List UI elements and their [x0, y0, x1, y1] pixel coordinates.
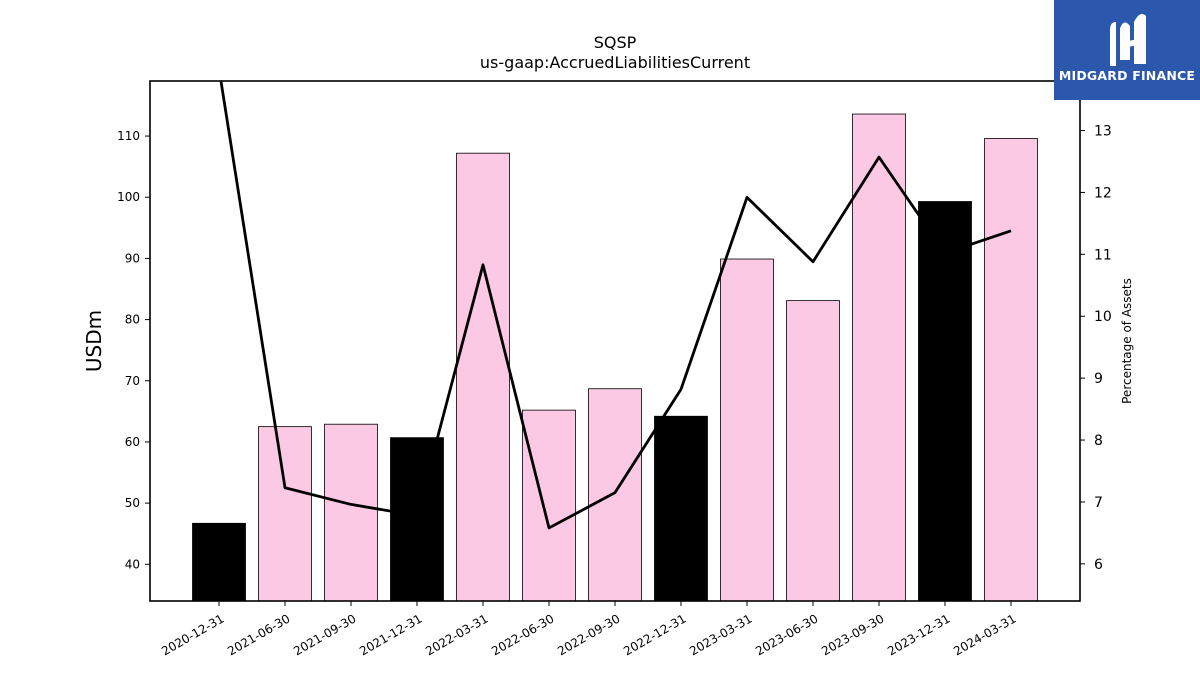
y2-tick-label-9: 9: [1094, 371, 1103, 387]
y2-tick-label-12: 12: [1094, 185, 1112, 201]
bar-2023-06-30: [786, 300, 840, 602]
bar-2021-12-31: [390, 437, 444, 602]
bar-2024-03-31: [984, 138, 1038, 602]
x-tick-label-2022-12-31: 2022-12-31: [621, 611, 688, 658]
y2-tick-label-10: 10: [1094, 309, 1112, 325]
x-tick-label-2023-06-30: 2023-06-30: [753, 611, 820, 658]
y-tick-label-110: 110: [117, 129, 140, 143]
y2-tick-label-8: 8: [1094, 433, 1103, 449]
x-tick-label-2023-09-30: 2023-09-30: [819, 611, 886, 658]
bar-2023-09-30: [852, 113, 906, 602]
bar-2022-12-31: [654, 415, 708, 602]
y-tick-label-40: 40: [125, 557, 140, 571]
bar-series: [192, 113, 1038, 602]
chart-title: SQSP: [594, 33, 637, 52]
midgard-finance-logo: MIDGARD FINANCE: [1054, 0, 1200, 100]
y-tick-label-60: 60: [125, 435, 140, 449]
y-tick-label-100: 100: [117, 190, 140, 204]
line-series: [219, 81, 1012, 530]
x-tick-label-2020-12-31: 2020-12-31: [159, 611, 226, 658]
y-tick-label-50: 50: [125, 496, 140, 510]
y2-tick-label-6: 6: [1094, 557, 1103, 573]
bar-2021-06-30: [258, 426, 312, 602]
bar-2022-09-30: [588, 388, 642, 602]
x-tick-label-2023-03-31: 2023-03-31: [687, 611, 754, 658]
y-tick-label-90: 90: [125, 251, 140, 265]
x-tick-label-2021-09-30: 2021-09-30: [291, 611, 358, 658]
logo-text: MIDGARD FINANCE: [1058, 68, 1196, 83]
y2-axis-label: Percentage of Assets: [1120, 278, 1134, 404]
x-tick-label-2023-12-31: 2023-12-31: [885, 611, 952, 658]
bar-2021-09-30: [324, 423, 378, 602]
bar-2022-06-30: [522, 409, 576, 602]
bar-2023-03-31: [720, 258, 774, 602]
y-axis-label: USDm: [82, 310, 106, 372]
bar-2022-03-31: [456, 152, 510, 602]
x-tick-label-2022-03-31: 2022-03-31: [423, 611, 490, 658]
x-tick-label-2021-12-31: 2021-12-31: [357, 611, 424, 658]
y-tick-label-80: 80: [125, 313, 140, 327]
bar-2020-12-31: [192, 522, 246, 602]
y2-tick-label-13: 13: [1094, 124, 1112, 140]
logo-mark-icon: [1110, 14, 1146, 66]
chart-subtitle: us-gaap:AccruedLiabilitiesCurrent: [480, 53, 750, 72]
bar-2023-12-31: [918, 201, 972, 602]
x-tick-label-2022-06-30: 2022-06-30: [489, 611, 556, 658]
y2-tick-label-7: 7: [1094, 495, 1103, 511]
y2-tick-label-11: 11: [1094, 247, 1112, 263]
line-percentage-of-assets: [219, 81, 1012, 530]
x-tick-label-2022-09-30: 2022-09-30: [555, 611, 622, 658]
x-tick-label-2024-03-31: 2024-03-31: [951, 611, 1018, 658]
y-tick-label-70: 70: [125, 374, 140, 388]
x-tick-label-2021-06-30: 2021-06-30: [225, 611, 292, 658]
